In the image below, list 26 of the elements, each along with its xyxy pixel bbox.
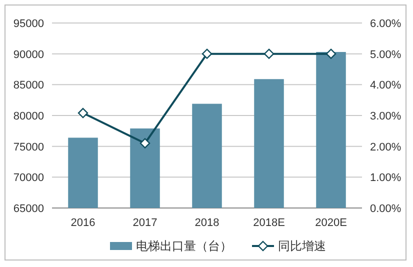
point [78, 108, 88, 118]
x-tick-label: 2020E [315, 217, 347, 229]
y-tick-label: 85000 [13, 80, 44, 92]
legend-label: 电梯出口量（台） [136, 239, 232, 253]
y-tick-label: 75000 [13, 141, 44, 154]
y-tick-label: 65000 [13, 203, 44, 215]
y-tick-label: 90000 [13, 48, 44, 61]
y2-tick-label: 4.00% [370, 80, 402, 92]
point [264, 48, 274, 59]
x-tick-label: 2018 [194, 217, 220, 229]
point [140, 138, 150, 148]
x-tick-label: 2018E [253, 217, 285, 229]
y-tick-label: 95000 [13, 18, 44, 30]
x-tick-label: 2016 [70, 217, 96, 229]
y2-tick-label: 3.00% [370, 110, 402, 122]
y-tick-label: 70000 [13, 172, 44, 184]
point [326, 48, 336, 59]
y2-tick-label: 1.00% [370, 172, 402, 184]
y2-tick-label: 0.00% [370, 203, 402, 215]
point [202, 48, 212, 59]
y2-tick-label: 5.00% [370, 48, 402, 61]
y-tick-label: 80000 [13, 110, 44, 122]
y2-tick-label: 6.00% [370, 18, 402, 30]
y2-tick-label: 2.00% [370, 141, 402, 154]
legend-label: 同比增速 [278, 239, 326, 253]
x-tick-label: 2017 [132, 217, 158, 229]
